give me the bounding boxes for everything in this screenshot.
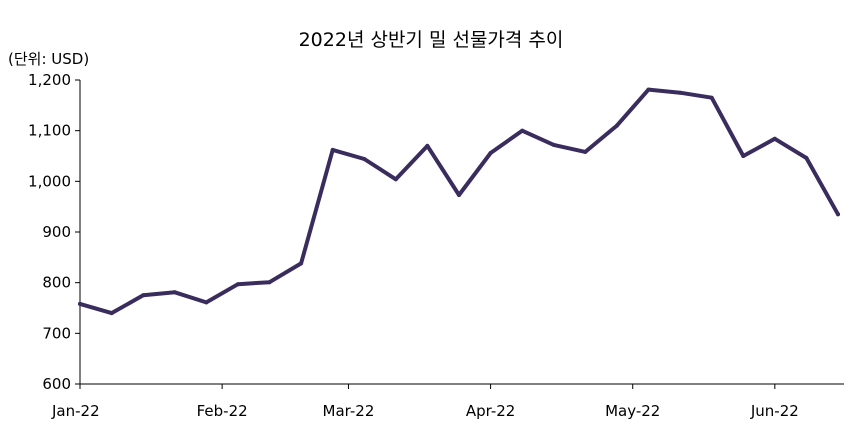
data-point [646, 87, 651, 92]
y-tick-label: 600 [42, 375, 71, 393]
data-point [235, 282, 240, 287]
x-tick-label: Mar-22 [323, 402, 375, 420]
data-point [172, 290, 177, 295]
data-point [204, 300, 209, 305]
data-point [141, 293, 146, 298]
data-point [78, 301, 82, 306]
y-tick-label: 1,200 [28, 71, 71, 89]
data-point [741, 154, 746, 158]
data-point [299, 261, 304, 266]
x-tick-label: Feb-22 [197, 402, 248, 420]
x-tick-label: Jan-22 [51, 402, 100, 420]
data-point [267, 280, 272, 285]
y-tick-label: 900 [42, 223, 71, 241]
y-tick-label: 1,100 [28, 122, 71, 140]
y-tick-label: 1,000 [28, 172, 71, 190]
series-group [78, 87, 840, 316]
x-tick-label: Jun-22 [750, 402, 799, 420]
data-point [362, 157, 367, 161]
chart-title: 2022년 상반기 밀 선물가격 추이 [299, 29, 564, 51]
data-point [836, 212, 840, 217]
series-line [78, 87, 840, 316]
y-tick-label: 800 [42, 274, 71, 292]
data-point [614, 123, 619, 128]
data-point [393, 177, 398, 182]
y-tick-label: 700 [42, 324, 71, 342]
data-point [457, 193, 461, 197]
data-point [709, 95, 714, 100]
x-tick-label: Apr-22 [466, 402, 516, 420]
data-point [678, 90, 683, 95]
data-point [772, 136, 777, 141]
x-tick-label: May-22 [605, 402, 660, 420]
data-point [488, 151, 493, 155]
data-point [425, 143, 430, 148]
unit-label: (단위: USD) [8, 50, 89, 68]
data-point [520, 128, 525, 133]
data-point [109, 311, 114, 316]
data-point [551, 142, 556, 147]
y-axis-ticks: 600 700 800 900 1,000 1,100 1,200 [28, 71, 80, 393]
x-axis-ticks: Jan-22 Feb-22 Mar-22 Apr-22 May-22 Jun-22 [51, 384, 799, 420]
data-point [330, 147, 335, 152]
data-point [804, 156, 809, 160]
data-point [583, 149, 588, 154]
